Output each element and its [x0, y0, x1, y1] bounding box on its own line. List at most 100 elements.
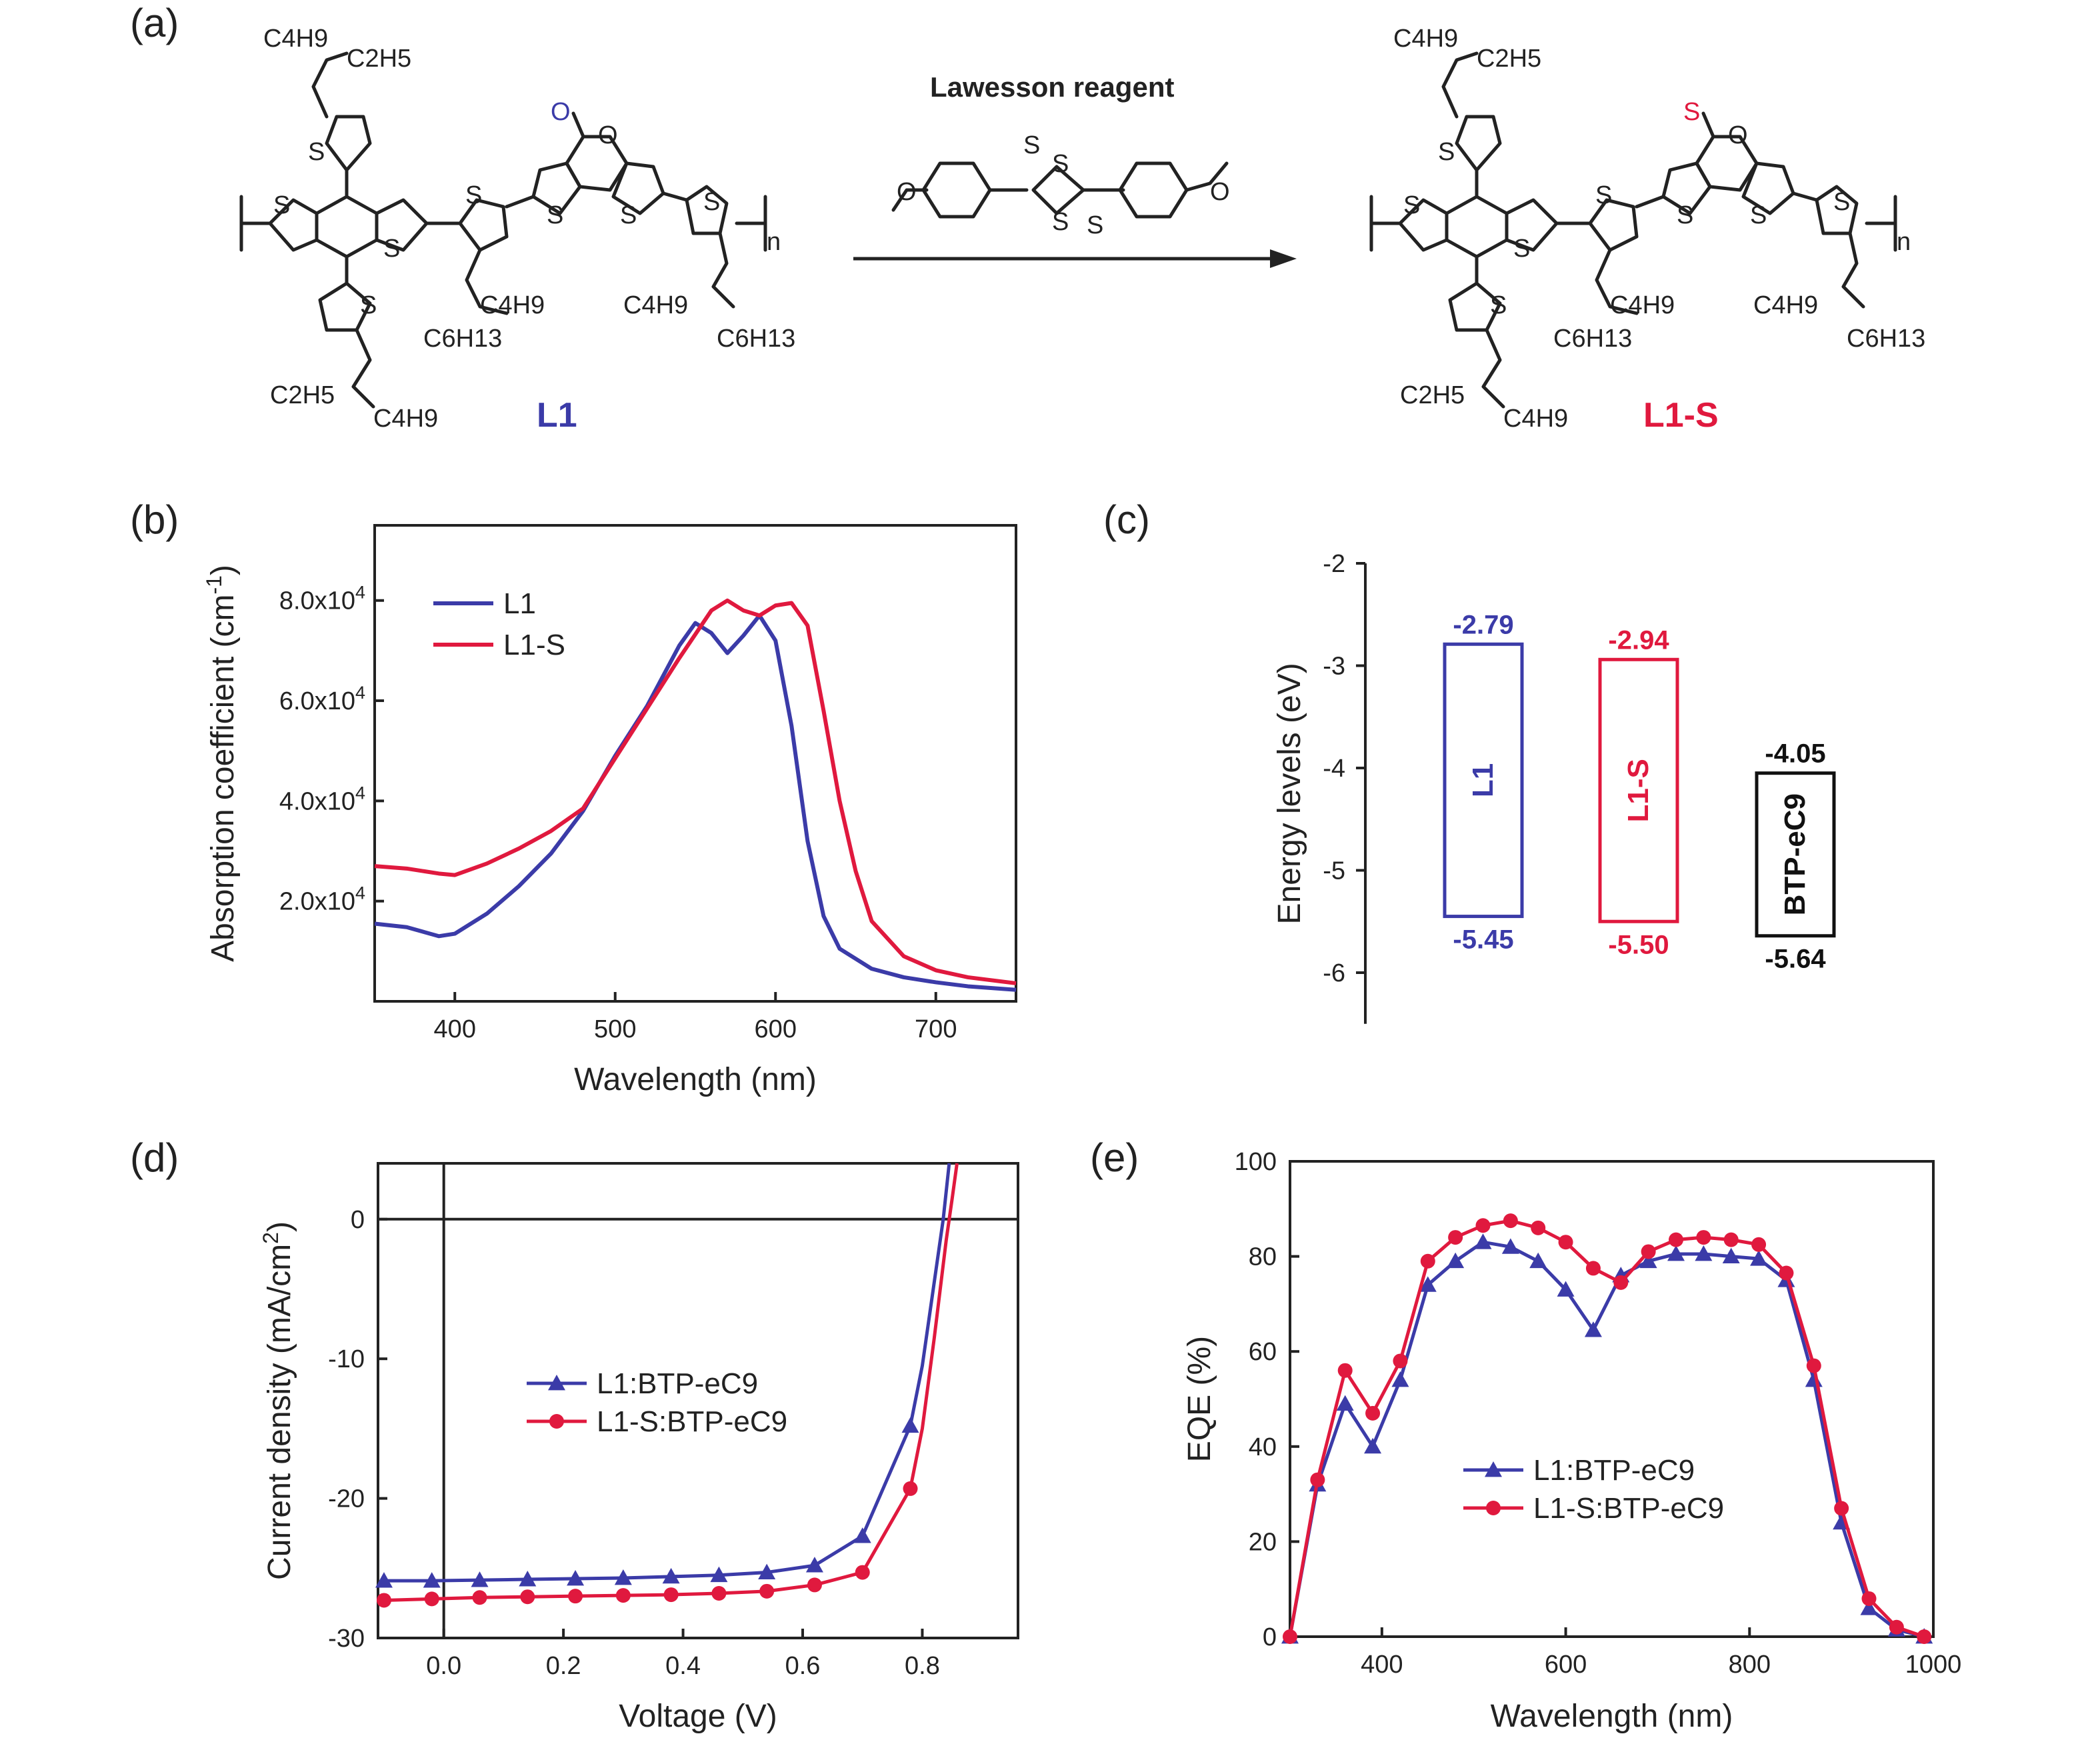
- l1-label: L1: [537, 396, 577, 435]
- plot-frame: [377, 1162, 1019, 1639]
- legend-label: L1-S: [503, 629, 565, 661]
- legend-label: L1:BTP-eC9: [597, 1367, 758, 1400]
- atom-s: S: [703, 188, 720, 216]
- atom-s: S: [1513, 235, 1530, 263]
- x-tick-label: 0.6: [785, 1652, 821, 1680]
- legend-label: L1:BTP-eC9: [1533, 1454, 1695, 1487]
- alkyl-label: C6H13: [717, 325, 795, 353]
- triangle-marker: [1529, 1252, 1547, 1269]
- atom-s: S: [1490, 291, 1507, 319]
- atom-s: S: [1403, 191, 1420, 219]
- triangle-marker: [1722, 1247, 1740, 1263]
- x-tick-label: 600: [755, 1015, 797, 1043]
- circle-marker: [1365, 1405, 1381, 1421]
- circle-marker: [711, 1585, 727, 1601]
- triangle-marker: [1364, 1437, 1382, 1454]
- triangle-marker: [548, 1375, 565, 1391]
- panel-e-eqe-spectra: (e) 400 600 800 1000 0 20 40 60 80 100 L1:BTP-eC9 L1…: [1090, 1135, 1961, 1734]
- atom-s: S: [360, 291, 377, 319]
- panel-c-label: (c): [1103, 497, 1150, 542]
- atom-s: S: [1023, 131, 1040, 159]
- y-tick-label: 4.0x104: [279, 783, 365, 815]
- ring-oxygen: O: [598, 121, 618, 149]
- triangle-marker: [1485, 1461, 1502, 1477]
- x-tick-label: 600: [1545, 1651, 1587, 1679]
- repeat-subscript: n: [1897, 228, 1911, 256]
- y-tick-label: 40: [1249, 1433, 1277, 1461]
- triangle-marker: [423, 1572, 441, 1588]
- circle-marker: [1861, 1591, 1877, 1606]
- alkyl-label: C4H9: [1393, 25, 1458, 53]
- circle-marker: [1889, 1619, 1904, 1635]
- circle-marker: [1448, 1230, 1463, 1245]
- atom-s: S: [1052, 208, 1069, 236]
- energy-bar-L1-S: [1598, 657, 1679, 923]
- circle-marker: [855, 1565, 870, 1580]
- circle-marker: [1486, 1501, 1501, 1515]
- alkyl-label: C4H9: [480, 291, 545, 319]
- circle-marker: [1503, 1213, 1518, 1229]
- panel-c-energy-levels: (c) -2 -3 -4 -5 -6 Energy levels (eV) -2.79 -5.4…: [1103, 497, 1836, 1024]
- alkyl-label: C4H9: [373, 405, 438, 433]
- circle-marker: [1531, 1220, 1546, 1235]
- atom-s: S: [1677, 201, 1693, 229]
- circle-marker: [903, 1481, 918, 1496]
- panel-b-absorption-chart: (b) 400 500 600 700 2.0x104 4.0x104 6.0x104 8.0x…: [130, 497, 1017, 1097]
- y-axis-title: Absorption coefficient (cm-1): [202, 565, 241, 962]
- triangle-marker: [710, 1566, 728, 1583]
- alkyl-label: C2H5: [347, 45, 411, 73]
- circle-marker: [568, 1589, 583, 1604]
- atom-s: S: [1595, 181, 1612, 209]
- y-tick-label: 0: [351, 1206, 365, 1234]
- ring-oxygen: O: [897, 178, 917, 206]
- y-tick-label: 80: [1249, 1243, 1277, 1271]
- triangle-marker: [1750, 1250, 1768, 1266]
- x-tick-label: 700: [915, 1015, 957, 1043]
- legend-label: L1: [503, 587, 536, 620]
- x-tick-label: 400: [1361, 1651, 1403, 1679]
- circle-marker: [759, 1583, 775, 1599]
- atom-s: S: [1438, 138, 1455, 166]
- atom-s: S: [273, 191, 290, 219]
- x-axis-title: Wavelength (nm): [1491, 1699, 1733, 1734]
- circle-marker: [472, 1590, 487, 1605]
- bar-category-label: L1-S: [1622, 759, 1655, 822]
- alkyl-label: C2H5: [1477, 45, 1541, 73]
- triangle-marker: [567, 1570, 585, 1586]
- l1s-label: L1-S: [1643, 396, 1719, 435]
- atom-s: S: [383, 235, 400, 263]
- atom-s: S: [1750, 201, 1767, 229]
- triangle-marker: [614, 1569, 632, 1585]
- atom-s: S: [620, 201, 637, 229]
- y-tick-label: 8.0x104: [279, 583, 365, 615]
- y-tick-label: -3: [1323, 653, 1345, 681]
- legend-label: L1-S:BTP-eC9: [597, 1405, 787, 1438]
- ring-oxygen: O: [1210, 178, 1230, 206]
- triangle-marker: [1336, 1395, 1354, 1411]
- bar-category-label: L1: [1467, 763, 1499, 797]
- circle-marker: [376, 1593, 391, 1608]
- triangle-marker: [901, 1417, 919, 1433]
- y-tick-label: 2.0x104: [279, 883, 365, 916]
- circle-marker: [1806, 1358, 1821, 1373]
- homo-label: -5.64: [1765, 945, 1826, 974]
- plot-frame: [1289, 1160, 1935, 1638]
- x-axis-title: Wavelength (nm): [574, 1062, 817, 1097]
- x-tick-label: 800: [1729, 1651, 1771, 1679]
- plot-frame: [373, 524, 1017, 1003]
- series-line-L1:BTP-eC9: [383, 1163, 951, 1583]
- l1-structure: S S S S S O O S S: [239, 25, 795, 435]
- circle-marker: [1669, 1232, 1683, 1247]
- triangle-marker: [1474, 1233, 1492, 1249]
- circle-marker: [1696, 1230, 1711, 1245]
- alkyl-label: C4H9: [1503, 405, 1568, 433]
- alkyl-label: C6H13: [1847, 325, 1925, 353]
- circle-marker: [424, 1591, 439, 1607]
- thiocarbonyl-sulfur: S: [1683, 98, 1700, 126]
- energy-bar-L1: [1443, 642, 1524, 919]
- y-axis-title: Energy levels (eV): [1272, 663, 1307, 924]
- circle-marker: [1751, 1237, 1767, 1252]
- triangle-marker: [1447, 1252, 1465, 1269]
- triangle-marker: [1584, 1321, 1602, 1337]
- circle-marker: [1475, 1218, 1491, 1233]
